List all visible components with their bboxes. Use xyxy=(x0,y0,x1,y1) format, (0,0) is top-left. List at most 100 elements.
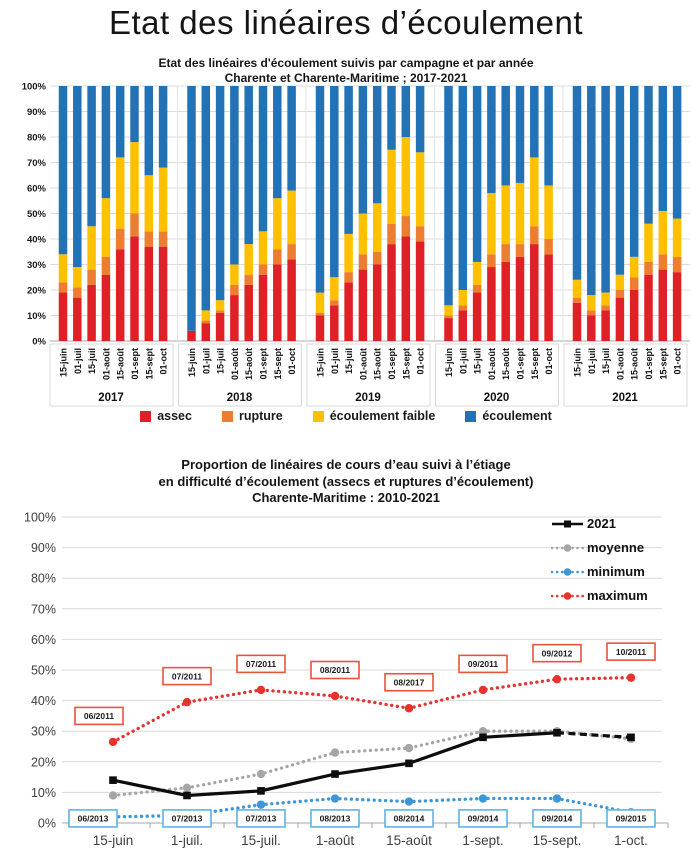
x-axis-date-label: 01-sept xyxy=(130,348,140,380)
bar-segment-rupture xyxy=(358,254,368,270)
x-axis-date-label: 01-sept xyxy=(259,348,269,380)
bar-segment-écoulement faible xyxy=(601,292,610,306)
bar-segment-rupture xyxy=(601,305,610,311)
bar-segment-assec xyxy=(215,312,225,341)
x-axis-date-label: 15-juil xyxy=(473,348,483,374)
marker-maximum xyxy=(108,737,118,747)
y-axis-tick-label: 20% xyxy=(27,286,47,297)
bar-segment-écoulement faible xyxy=(287,190,296,245)
legend-swatch xyxy=(221,410,233,422)
x-axis-date-label: 15-juin xyxy=(573,348,583,377)
marker-minimum xyxy=(256,800,266,809)
bar-segment-assec xyxy=(672,272,682,341)
line-chart-title-line3: Charente-Maritime : 2010-2021 xyxy=(252,490,440,505)
bar-segment-assec xyxy=(372,264,382,341)
annotation-box-maximum xyxy=(384,672,434,692)
x-axis-date-label: 15-août xyxy=(244,348,254,380)
bar-segment-rupture xyxy=(215,310,225,313)
bar-segment-assec xyxy=(101,274,111,341)
annotation-label-maximum: 07/2011 xyxy=(172,671,203,681)
marker-2021 xyxy=(257,787,265,795)
bar-segment-rupture xyxy=(372,251,382,265)
x-axis-date-label: 01-oct xyxy=(287,348,297,375)
bar-segment-rupture xyxy=(273,249,282,265)
bar-segment-écoulement xyxy=(258,86,268,232)
bar-segment-écoulement xyxy=(572,86,582,280)
marker-2021 xyxy=(331,770,339,778)
x-axis-date-label: 15-sept xyxy=(144,348,154,380)
marker-2021 xyxy=(553,728,561,737)
bar-segment-écoulement xyxy=(415,86,425,153)
x-axis-date-label: 15-juil xyxy=(216,348,226,374)
bar-segment-écoulement xyxy=(658,86,668,211)
bar-segment-assec xyxy=(115,249,125,341)
legend-label: minimum xyxy=(587,564,645,579)
legend-label: écoulement xyxy=(482,409,552,423)
line-2021 xyxy=(112,731,558,798)
bar-segment-assec xyxy=(315,315,325,341)
line-chart: 0% 10% 20% 30% 40% 50% 60% 70% 80% 90% 100% 15-juin… xyxy=(24,511,669,848)
marker-minimum xyxy=(404,797,414,806)
annotation-box-maximum xyxy=(458,654,508,674)
legend-sample xyxy=(551,543,584,552)
y-axis-tick-label: 80% xyxy=(27,133,47,144)
x-axis-date-label: 15-juil xyxy=(344,348,354,374)
bar-segment-écoulement xyxy=(158,86,168,168)
bar-segment-écoulement xyxy=(387,86,396,150)
bar-segment-assec xyxy=(201,323,211,341)
bar-segment-rupture xyxy=(258,264,268,275)
annotation-label-maximum: 10/2011 xyxy=(616,647,647,657)
marker-moyenne xyxy=(478,727,488,736)
bar-segment-assec xyxy=(501,261,510,341)
bar-segment-écoulement faible xyxy=(130,142,139,214)
bar-segment-écoulement xyxy=(215,86,225,301)
annotation-label-minimum: 07/2013 xyxy=(246,814,277,824)
annotation-box-minimum xyxy=(458,809,508,828)
bar-segment-assec xyxy=(444,318,453,341)
bar-segment-écoulement xyxy=(273,86,282,199)
marker-maximum xyxy=(478,685,488,695)
bar-segment-écoulement faible xyxy=(115,157,125,229)
bar-segment-écoulement xyxy=(330,86,339,278)
x-axis-year-label: 2019 xyxy=(355,392,381,404)
marker-minimum xyxy=(478,794,488,803)
bar-chart-legend: assec rupture écoulement faible écoulement xyxy=(0,409,692,423)
bar-segment-assec xyxy=(187,330,196,341)
bar-segment-écoulement faible xyxy=(629,256,639,278)
bar-segment-écoulement faible xyxy=(273,198,282,250)
x-axis-date-label: 01-sept xyxy=(516,348,526,380)
bar-segment-assec xyxy=(344,282,353,341)
bar-segment-écoulement faible xyxy=(501,185,510,245)
annotation-label-maximum: 08/2017 xyxy=(394,677,425,687)
annotation-box-minimum xyxy=(606,809,656,828)
annotation-label-minimum: 09/2015 xyxy=(616,814,647,824)
annotation-box-maximum xyxy=(532,643,582,663)
x-axis-year-label: 2018 xyxy=(227,392,253,404)
legend-swatch xyxy=(140,410,152,422)
bar-segment-assec xyxy=(130,236,139,341)
annotation-box-maximum xyxy=(74,706,124,726)
bar-segment-assec xyxy=(544,254,553,341)
x-axis-date-label: 15-août xyxy=(501,348,511,380)
x-axis-label: 1-août xyxy=(316,833,355,848)
legend-label: maximum xyxy=(587,588,648,603)
x-axis-date-label: 01-oct xyxy=(159,348,169,375)
bar-segment-écoulement faible xyxy=(201,310,211,321)
x-axis-label: 15-juin xyxy=(93,833,134,848)
bar-segment-rupture xyxy=(387,223,396,245)
bar-segment-écoulement faible xyxy=(215,300,225,311)
legend-item-écoulement: écoulement xyxy=(465,409,552,423)
legend-item-écoulement faible: écoulement faible xyxy=(312,409,435,423)
annotation-label-minimum: 07/2013 xyxy=(172,814,203,824)
legend-item-rupture: rupture xyxy=(221,409,283,423)
bar-segment-assec xyxy=(615,297,625,341)
y-axis-tick-label: 50% xyxy=(31,664,56,678)
legend-item-moyenne: moyenne xyxy=(551,540,648,555)
bar-segment-écoulement xyxy=(372,86,382,204)
y-axis-tick-label: 100% xyxy=(22,82,47,93)
bar-segment-rupture xyxy=(515,244,525,257)
marker-2021 xyxy=(183,791,191,800)
bar-segment-écoulement xyxy=(544,86,553,186)
stacked-bar-chart: 0% 10% 20% 30% 40% 50% 60% 70% 80% 90% 100% 15-juin… xyxy=(22,82,690,407)
bar-segment-écoulement faible xyxy=(472,261,482,285)
